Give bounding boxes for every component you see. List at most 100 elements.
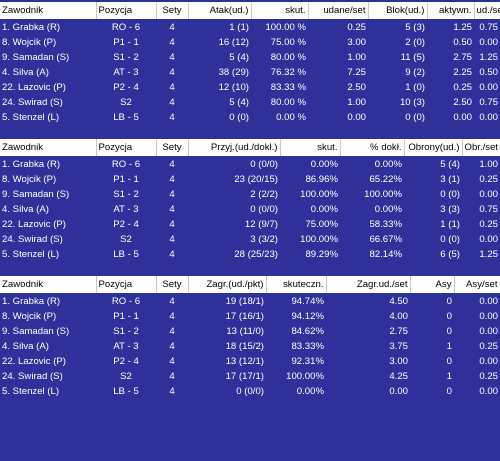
stat-cell: 1 (1)	[229, 22, 249, 33]
player-name: 1. Grabka (R)	[2, 296, 61, 307]
table-row[interactable]: 1. Grabka (R) RO - 6 4 0 (0/0) 0.00% 0.0…	[0, 156, 500, 172]
stat-cell: 100.00%	[364, 189, 402, 200]
stat-cell: 1 (0)	[405, 82, 425, 93]
player-name: 22. Lazovic (P)	[2, 82, 66, 93]
sets-cell: 4	[169, 204, 175, 215]
player-name: 4. Silva (A)	[2, 341, 49, 352]
table-row[interactable]: 8. Wojcik (P) P1 - 1 4 16 (12) 75.00 % 3…	[0, 35, 500, 50]
table-header-row: Zawodnik Pozycja Sety Przyj.(ud./dokł.) …	[0, 139, 500, 156]
table-row[interactable]: 4. Silva (A) AT - 3 4 0 (0/0) 0.00% 0.00…	[0, 202, 500, 217]
stat-cell: 1.25	[479, 52, 498, 63]
stat-cell: 2.25	[453, 67, 472, 78]
stat-cell: 1.25	[453, 22, 472, 33]
table-row[interactable]: 22. Lazovic (P) P2 - 4 4 12 (10) 83.33 %…	[0, 80, 500, 95]
table-row[interactable]: 5. Stenzel (L) LB - 5 4 0 (0) 0.00 % 0.0…	[0, 110, 500, 125]
sets-cell: 4	[169, 311, 175, 322]
table-row[interactable]: 5. Stenzel (L) LB - 5 4 0 (0/0) 0.00% 0.…	[0, 384, 500, 399]
stat-cell: 10 (3)	[399, 97, 425, 108]
table-row[interactable]: 9. Samadan (S) S1 - 2 4 13 (11/0) 84.62%…	[0, 324, 500, 339]
stat-cell: 86.96%	[305, 174, 338, 185]
stat-cell: 0.00 %	[276, 112, 306, 123]
table-row[interactable]: 4. Silva (A) AT - 3 4 38 (29) 76.32 % 7.…	[0, 65, 500, 80]
table-row[interactable]: 1. Grabka (R) RO - 6 4 19 (18/1) 94.74% …	[0, 293, 500, 309]
column-header[interactable]: % dokł.	[340, 139, 405, 156]
stat-cell: 0.00%	[374, 159, 402, 170]
stat-cell: 5 (3)	[405, 22, 425, 33]
stat-cell: 4.50	[389, 296, 408, 307]
serve-stats-table: Zawodnik Pozycja Sety Zagr.(ud./pkt) sku…	[0, 276, 500, 399]
table-row[interactable]: 5. Stenzel (L) LB - 5 4 28 (25/23) 89.29…	[0, 247, 500, 262]
stat-cell: 3.75	[389, 341, 408, 352]
stat-cell: 2.50	[347, 82, 366, 93]
column-header[interactable]: Zagr.(ud./pkt)	[188, 276, 267, 293]
stat-cell: 3 (3)	[440, 204, 460, 215]
sets-cell: 4	[169, 37, 175, 48]
position-cell: P1 - 1	[113, 174, 139, 185]
position-cell: S2	[120, 234, 132, 245]
column-header[interactable]: Pozycja	[96, 2, 157, 19]
table-row[interactable]: 22. Lazovic (P) P2 - 4 4 12 (9/7) 75.00%…	[0, 217, 500, 232]
stat-cell: 28 (25/23)	[234, 249, 278, 260]
column-header[interactable]: Pozycja	[96, 276, 157, 293]
column-header[interactable]: Pozycja	[96, 139, 157, 156]
table-row[interactable]: 9. Samadan (S) S1 - 2 4 5 (4) 80.00 % 1.…	[0, 50, 500, 65]
column-header[interactable]: skut.	[251, 2, 309, 19]
position-cell: S1 - 2	[113, 189, 139, 200]
column-header[interactable]: Obrony(ud.)	[404, 139, 463, 156]
stat-cell: 0	[446, 386, 452, 397]
table-row[interactable]: 8. Wojcik (P) P1 - 1 4 23 (20/15) 86.96%…	[0, 172, 500, 187]
position-cell: P2 - 4	[113, 219, 139, 230]
column-header[interactable]: Asy/set	[454, 276, 500, 293]
position-cell: LB - 5	[113, 112, 139, 123]
player-name: 1. Grabka (R)	[2, 159, 61, 170]
stat-cell: 16 (12)	[218, 37, 249, 48]
column-header[interactable]: Atak(ud.)	[188, 2, 252, 19]
stat-cell: 0 (0/0)	[250, 159, 278, 170]
column-header[interactable]: aktywn.	[427, 2, 475, 19]
stat-cell: 0 (0/0)	[250, 204, 278, 215]
stat-cell: 100.00%	[300, 234, 338, 245]
column-header[interactable]: Asy	[410, 276, 455, 293]
stat-cell: 0.00%	[296, 386, 324, 397]
table-header-row: Zawodnik Pozycja Sety Atak(ud.) skut. ud…	[0, 2, 500, 19]
sets-cell: 4	[169, 159, 175, 170]
column-header[interactable]: Blok(ud.)	[368, 2, 428, 19]
stat-cell: 17 (17/1)	[225, 371, 264, 382]
column-header[interactable]: Obr./set	[462, 139, 500, 156]
column-header[interactable]: Zagr.ud./set	[326, 276, 411, 293]
stat-cell: 0.00	[479, 234, 498, 245]
stat-cell: 0.25	[347, 22, 366, 33]
sets-cell: 4	[169, 341, 175, 352]
table-row[interactable]: 1. Grabka (R) RO - 6 4 1 (1) 100.00 % 0.…	[0, 19, 500, 35]
table-row[interactable]: 22. Lazovic (P) P2 - 4 4 13 (12/1) 92.31…	[0, 354, 500, 369]
column-header[interactable]: Przyj.(ud./dokł.)	[188, 139, 281, 156]
table-row[interactable]: 8. Wojcik (P) P1 - 1 4 17 (16/1) 94.12% …	[0, 309, 500, 324]
column-header[interactable]: Zawodnik	[0, 276, 97, 293]
stat-cell: 0	[446, 326, 452, 337]
player-name: 4. Silva (A)	[2, 204, 49, 215]
stat-cell: 1	[446, 341, 452, 352]
column-header[interactable]: udane/set	[308, 2, 369, 19]
sets-cell: 4	[169, 174, 175, 185]
table-row[interactable]: 24. Swirad (S) S2 4 17 (17/1) 100.00% 4.…	[0, 369, 500, 384]
column-header[interactable]: Sety	[156, 2, 189, 19]
table-row[interactable]: 4. Silva (A) AT - 3 4 18 (15/2) 83.33% 3…	[0, 339, 500, 354]
player-name: 5. Stenzel (L)	[2, 112, 60, 123]
column-header[interactable]: Sety	[156, 139, 189, 156]
stat-cell: 0.00	[479, 189, 498, 200]
column-header[interactable]: Zawodnik	[0, 2, 97, 19]
column-header[interactable]: Zawodnik	[0, 139, 97, 156]
player-name: 22. Lazovic (P)	[2, 356, 66, 367]
table-row[interactable]: 9. Samadan (S) S1 - 2 4 2 (2/2) 100.00% …	[0, 187, 500, 202]
stat-cell: 0.25	[479, 371, 498, 382]
stat-cell: 94.12%	[291, 311, 324, 322]
column-header[interactable]: skut.	[280, 139, 341, 156]
column-header[interactable]: ud./set	[474, 2, 500, 19]
column-header[interactable]: skuteczn.	[266, 276, 327, 293]
stat-cell: 2 (0)	[405, 37, 425, 48]
table-row[interactable]: 24. Swirad (S) S2 4 3 (3/2) 100.00% 66.6…	[0, 232, 500, 247]
stat-cell: 0	[446, 311, 452, 322]
column-header[interactable]: Sety	[156, 276, 189, 293]
table-row[interactable]: 24. Swirad (S) S2 4 5 (4) 80.00 % 1.00 1…	[0, 95, 500, 110]
sets-cell: 4	[169, 219, 175, 230]
